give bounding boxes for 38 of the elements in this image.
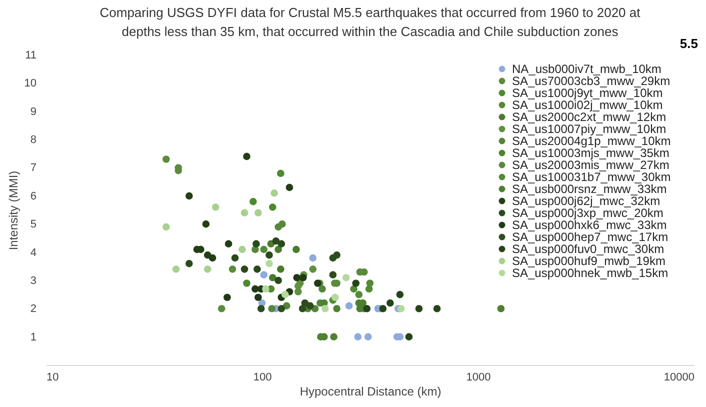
legend-label: SA_us20003mis_mww_27km [512,158,670,172]
legend-label: SA_usp000hxk6_mwc_33km [512,218,667,232]
x-tick-label: 100 [253,372,272,384]
y-tick-label: 9 [30,106,36,118]
legend-label: SA_us100031b7_mww_30km [512,170,671,184]
y-tick-label: 10 [24,78,36,90]
y-tick-label: 7 [30,162,36,174]
x-tick-label: 10 [46,372,59,384]
legend-label: SA_us70003cb3_mww_29km [512,74,670,88]
legend-label: SA_usp000j3xp_mwc_20km [512,206,664,220]
y-tick-label: 1 [30,331,36,344]
legend-label: SA_us2000c2xt_mww_12km [512,110,666,124]
text: 5.5 [680,36,698,51]
y-tick-label: 11 [25,50,36,62]
y-axis-title: Intensity (MMI) [6,170,20,250]
legend-label: SA_usp000huf9_mwb_19km [512,254,666,268]
legend-label: SA_us10007piy_mww_10km [512,122,666,136]
x-axis-title: Hypocentral Distance (km) [300,384,442,398]
legend-label: SA_us20004g1p_mww_10km [512,134,671,148]
legend-label: SA_us1000j9yt_mww_10km [512,86,663,100]
y-tick-label: 2 [30,303,36,316]
y-tick-label: 5 [30,218,36,231]
text: Comparing USGS DYFI data for Crustal M5.5 earthquakes that occurred from 1960 to 2020 at [100,5,640,20]
y-tick-label: 8 [30,134,36,146]
y-tick-label: 4 [30,246,36,259]
legend-label: SA_usp000fuv0_mwc_30km [512,242,664,256]
legend-label: SA_usp000hep7_mwc_17km [512,230,668,244]
y-tick-label: 6 [30,190,36,202]
text: depths less than 35 km, that occurred within the Cascadia and Chile subduction zones [122,24,618,39]
legend-label: SA_usb000rsnz_mww_33km [512,182,667,196]
legend-label: SA_usp000j62j_mwc_32km [512,194,660,208]
legend-label: NA_usb000iv7t_mwb_10km [512,62,662,76]
x-tick-label: 1000 [466,372,491,384]
y-tick-label: 3 [30,274,36,287]
legend-label: SA_usp000hnek_mwb_15km [512,266,668,280]
legend-label: SA_us1000i02j_mww_10km [512,98,663,112]
legend-label: SA_us10003mjs_mww_35km [512,146,670,160]
x-tick-label: 10000 [664,372,694,384]
